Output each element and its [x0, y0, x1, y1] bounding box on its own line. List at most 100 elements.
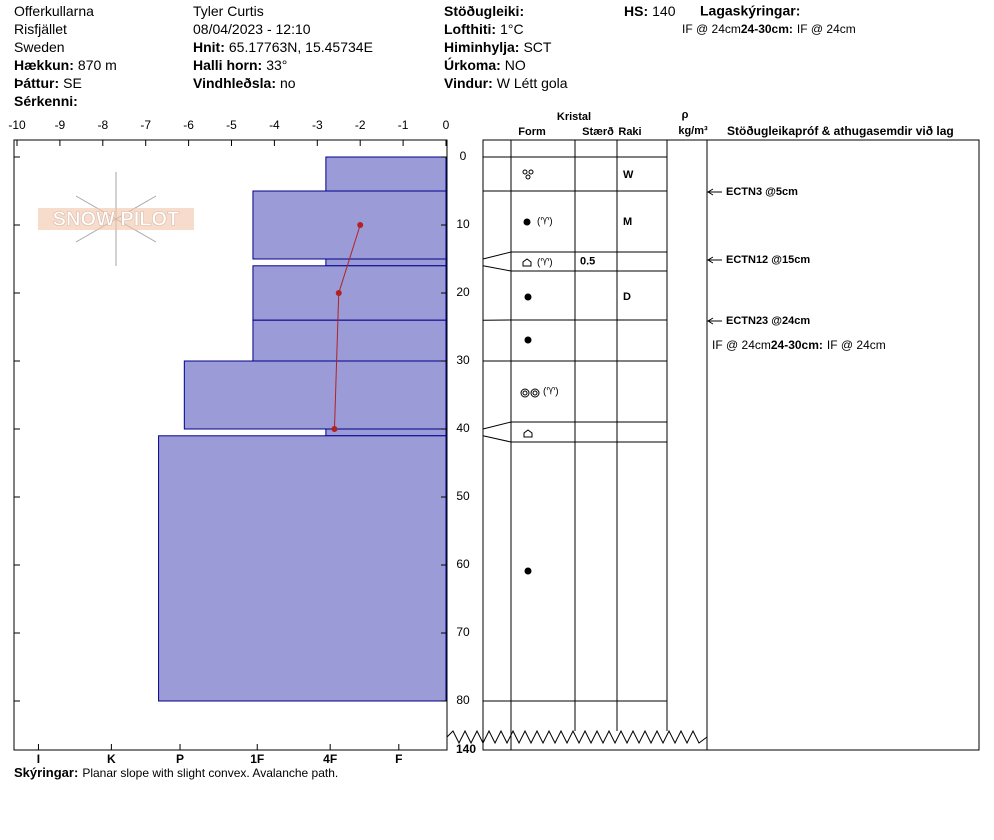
- layer-bar: [183, 360, 447, 430]
- layer-bar: [158, 435, 447, 702]
- test-arrow: [706, 317, 722, 322]
- watermark-band: [38, 208, 194, 230]
- field: 08/04/2023 - 12:10: [193, 21, 311, 37]
- depth-tick-label: 30: [456, 353, 470, 367]
- column-header: Kristal: [557, 111, 591, 123]
- moisture: M: [623, 216, 632, 228]
- depth-tick-label: 40: [456, 421, 470, 435]
- field-label: Þáttur:: [14, 75, 59, 91]
- note-text: IF @ 24cm: [827, 338, 886, 352]
- column-header: kg/m³: [678, 125, 708, 137]
- field-text: IF @ 24cm: [682, 22, 741, 36]
- hardness-tick-label: 1F: [250, 752, 264, 766]
- footer: Skýringar: Planar slope with slight conve…: [14, 765, 338, 780]
- field-value: 33°: [266, 57, 287, 73]
- field-value: no: [280, 75, 296, 91]
- temperature-point: [335, 290, 342, 296]
- x-tick-label: -5: [226, 118, 237, 132]
- depth-tick-label: 70: [456, 625, 470, 639]
- depth-tick-label: 80: [456, 693, 470, 707]
- field: Halli horn: 33°: [193, 57, 287, 73]
- layer-boundary: [482, 421, 667, 430]
- crystal-frame: [482, 139, 980, 751]
- hardness-tick-label: K: [107, 752, 116, 766]
- x-tick-label: -8: [97, 118, 108, 132]
- note-range: 24-30cm:: [771, 338, 823, 352]
- depth-tick-label: 60: [456, 557, 470, 571]
- hardness-tick-label: 4F: [323, 752, 337, 766]
- field: IF @ 24cm24-30cm: IF @ 24cm: [682, 22, 856, 36]
- field: Himinhylja: SCT: [444, 39, 552, 55]
- field-value: SE: [63, 75, 82, 91]
- hardness-tick-label: F: [395, 752, 402, 766]
- test-arrow-head: [707, 191, 714, 196]
- field-label: Vindur:: [444, 75, 493, 91]
- field-text: 08/04/2023 - 12:10: [193, 21, 311, 37]
- field: Hnit: 65.17763N, 15.45734E: [193, 39, 373, 55]
- column-header: Stærð: [582, 126, 614, 138]
- field: Risfjället: [14, 21, 67, 37]
- column-header: Form: [518, 126, 546, 138]
- footer-text: Planar slope with slight convex. Avalanc…: [82, 766, 338, 780]
- column-header: Raki: [618, 126, 641, 138]
- layer-bar: [252, 319, 447, 362]
- field-value: SCT: [523, 39, 551, 55]
- layer-bar: [325, 428, 447, 437]
- x-tick-label: -1: [398, 118, 409, 132]
- field-label: Halli horn:: [193, 57, 262, 73]
- field-value: NO: [505, 57, 526, 73]
- x-tick-label: -4: [269, 118, 280, 132]
- hardness-tick-label: I: [37, 752, 40, 766]
- field-label: Sérkenni:: [14, 93, 78, 109]
- field-text: IF @ 24cm: [712, 338, 771, 352]
- test-arrow-head: [707, 320, 714, 325]
- field: Vindhleðsla: no: [193, 75, 296, 91]
- field: Sweden: [14, 39, 65, 55]
- svg-text:(♈): (♈): [537, 258, 553, 269]
- field: Vindur: W Létt gola: [444, 75, 568, 91]
- depth-tick-label: 10: [456, 217, 470, 231]
- field: Úrkoma: NO: [444, 56, 526, 73]
- field-label: Stöðugleiki:: [444, 3, 524, 19]
- test-arrow: [706, 256, 722, 261]
- field-text: Offerkullarna: [14, 3, 94, 19]
- svg-text:(♈): (♈): [543, 387, 559, 398]
- layer-boundary: [482, 265, 667, 272]
- field-label: HS:: [624, 3, 648, 19]
- field-text: Risfjället: [14, 21, 67, 37]
- layer-bar: [325, 156, 447, 192]
- field-value: 65.17763N, 15.45734E: [229, 39, 373, 55]
- field-value: W Létt gola: [497, 75, 568, 91]
- svg-text:(♈): (♈): [537, 217, 553, 228]
- x-tick-label: -10: [8, 118, 26, 132]
- depth-tick-label: 20: [456, 285, 470, 299]
- x-tick-label: -6: [183, 118, 194, 132]
- temperature-point: [331, 426, 338, 432]
- field-label: Vindhleðsla:: [193, 75, 276, 91]
- field-text: Tyler Curtis: [193, 3, 264, 19]
- footer-label: Skýringar:: [14, 765, 78, 780]
- layer-boundary: [482, 251, 667, 260]
- field-value: 1°C: [500, 21, 524, 37]
- field-label: Himinhylja:: [444, 39, 519, 55]
- depth-tick-label: 0: [460, 149, 467, 163]
- field-text: Sweden: [14, 39, 65, 55]
- temperature-point: [357, 222, 364, 228]
- layer-bar: [252, 190, 447, 260]
- depth-tick-label: 50: [456, 489, 470, 503]
- column-header: ρ: [682, 109, 689, 121]
- stability-test: ECTN23 @24cm: [726, 315, 810, 327]
- field: Lofthiti: 1°C: [444, 21, 524, 37]
- x-tick-label: -2: [355, 118, 366, 132]
- test-arrow-head: [707, 259, 714, 264]
- depth-break-label: 140: [456, 742, 476, 756]
- x-tick-label: 0: [443, 118, 450, 132]
- field-value: 140: [652, 3, 676, 19]
- field: Sérkenni:: [14, 93, 78, 109]
- field-label: Lofthiti:: [444, 21, 496, 37]
- moisture: W: [623, 169, 634, 181]
- field-label: Úrkoma:: [444, 56, 501, 73]
- field: Hækkun: 870 m: [14, 57, 117, 73]
- crystal-forms: (♈) (♈) (♈): [520, 169, 559, 575]
